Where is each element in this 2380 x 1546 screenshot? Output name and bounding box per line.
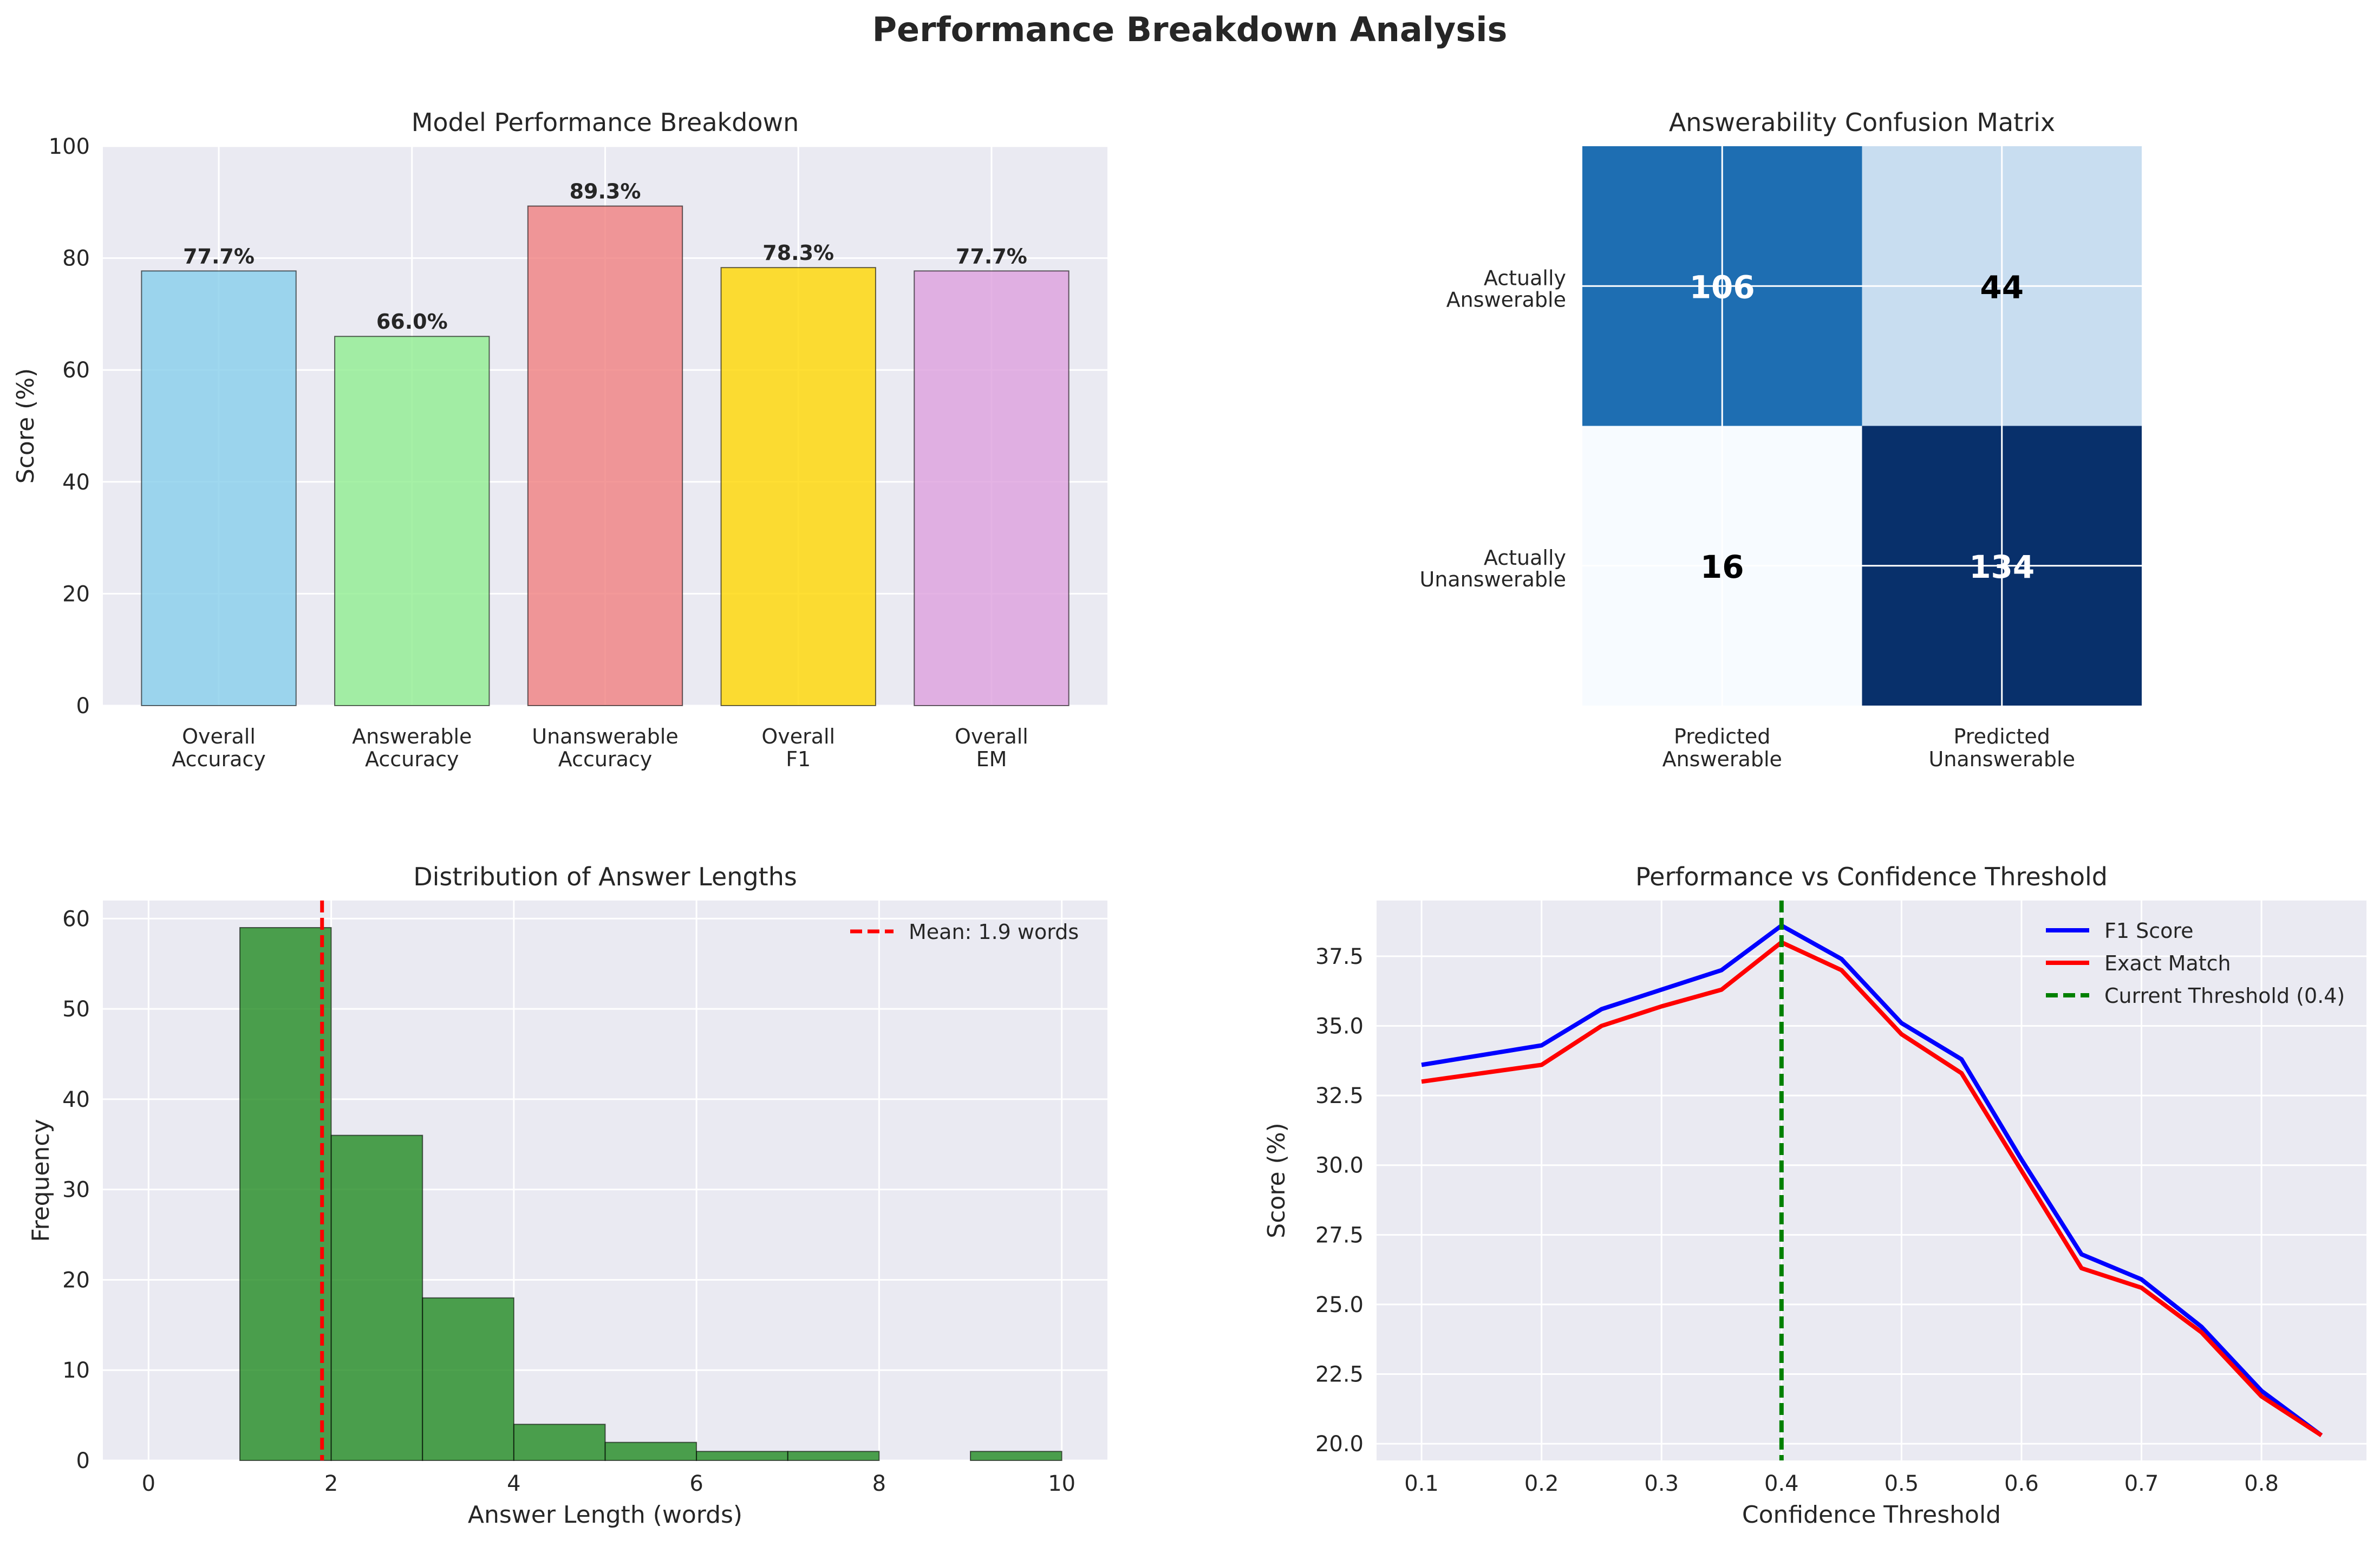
y-tick-label: 37.5 — [1315, 944, 1364, 969]
x-tick-label: Accuracy — [172, 747, 266, 771]
y-tick-label: 27.5 — [1315, 1223, 1364, 1248]
y-tick-label: 40 — [62, 470, 90, 495]
x-tick-label: 6 — [689, 1471, 703, 1496]
panel-title: Distribution of Answer Lengths — [413, 862, 797, 891]
histogram-bar — [239, 927, 332, 1461]
y-axis-label: Score (%) — [1263, 1123, 1290, 1238]
bar-value-label: 89.3% — [570, 180, 641, 204]
series-line — [1421, 940, 2323, 1438]
x-tick-label: Overall — [182, 725, 256, 748]
column-label: Predicted — [1674, 725, 1770, 748]
bar — [334, 336, 490, 706]
bar — [141, 270, 297, 706]
row-label: Unanswerable — [1420, 567, 1567, 591]
row-label: Actually — [1484, 546, 1566, 570]
histogram-bar — [696, 1451, 788, 1461]
cell-value: 106 — [1690, 269, 1755, 305]
x-tick-label: EM — [976, 747, 1007, 771]
bar-value-label: 77.7% — [183, 244, 255, 268]
y-tick-label: 25.0 — [1315, 1293, 1364, 1317]
x-axis-label: Answer Length (words) — [468, 1501, 742, 1529]
y-tick-label: 60 — [62, 358, 90, 383]
y-tick-label: 22.5 — [1315, 1362, 1364, 1387]
x-tick-label: 0 — [142, 1471, 155, 1496]
row-label: Actually — [1484, 266, 1566, 290]
y-tick-label: 60 — [62, 906, 90, 931]
threshold-line-chart: 20.0 22.5 25.0 27.5 30.0 32.5 35.0 37.5 0.1 0.2 0.… — [1263, 862, 2366, 1529]
histogram-bar — [422, 1297, 514, 1461]
y-tick-label: 30.0 — [1315, 1153, 1364, 1178]
answer-length-histogram: 0 10 20 30 40 50 60 0 2 4 6 8 10 Mean: 1.9 words Distr… — [27, 862, 1107, 1529]
bar — [914, 270, 1070, 706]
y-axis-label: Frequency — [27, 1119, 55, 1242]
x-tick-label: Accuracy — [558, 747, 653, 771]
cell-value: 16 — [1700, 549, 1744, 585]
x-tick-label: 2 — [324, 1471, 338, 1496]
x-tick-label: 0.6 — [2004, 1471, 2039, 1496]
x-tick-label: 8 — [872, 1471, 886, 1496]
series-line — [1421, 923, 2323, 1437]
y-tick-label: 100 — [49, 134, 90, 159]
legend-label: Mean: 1.9 words — [909, 920, 1079, 944]
row-label: Answerable — [1446, 288, 1566, 311]
x-tick-label: 0.4 — [1764, 1471, 1799, 1496]
bar-value-label: 77.7% — [956, 244, 1027, 268]
histogram-bar — [787, 1451, 880, 1461]
x-tick-label: 0.2 — [1524, 1471, 1559, 1496]
panel-title: Performance vs Confidence Threshold — [1635, 862, 2108, 891]
y-tick-label: 20.0 — [1315, 1432, 1364, 1457]
y-tick-label: 80 — [62, 246, 90, 271]
legend-label: Exact Match — [2104, 951, 2231, 975]
panel-title: Model Performance Breakdown — [412, 108, 799, 137]
column-label: Predicted — [1954, 725, 2050, 748]
x-tick-label: 10 — [1048, 1471, 1075, 1496]
cell-value: 134 — [1969, 549, 2035, 585]
x-tick-label: Unanswerable — [532, 725, 679, 748]
y-axis-label: Score (%) — [12, 368, 40, 484]
y-tick-label: 30 — [62, 1178, 90, 1203]
y-tick-label: 10 — [62, 1358, 90, 1383]
performance-bar-chart: 02040608010077.7%OverallAccuracy66.0%Ans… — [12, 108, 1107, 771]
x-tick-label: Accuracy — [365, 747, 459, 771]
x-tick-label: Overall — [761, 725, 835, 748]
x-tick-label: 0.1 — [1404, 1471, 1439, 1496]
bar — [720, 267, 876, 706]
y-tick-label: 0 — [76, 1449, 90, 1473]
bar — [527, 205, 683, 706]
legend-label: F1 Score — [2104, 919, 2194, 943]
x-axis-label: Confidence Threshold — [1742, 1501, 2001, 1529]
x-tick-label: F1 — [786, 747, 811, 771]
panel-title: Answerability Confusion Matrix — [1669, 108, 2055, 137]
column-label: Unanswerable — [1929, 747, 2076, 771]
y-tick-label: 0 — [76, 694, 90, 719]
y-tick-label: 32.5 — [1315, 1084, 1364, 1108]
column-label: Answerable — [1662, 747, 1782, 771]
histogram-bar — [604, 1441, 697, 1462]
x-tick-label: Answerable — [352, 725, 472, 748]
x-tick-label: 4 — [507, 1471, 520, 1496]
x-tick-label: 0.3 — [1644, 1471, 1679, 1496]
x-tick-label: 0.7 — [2124, 1471, 2159, 1496]
bar-value-label: 66.0% — [376, 310, 448, 334]
y-tick-label: 20 — [62, 582, 90, 606]
histogram-bar — [330, 1134, 423, 1461]
y-tick-label: 20 — [62, 1268, 90, 1293]
x-tick-label: 0.5 — [1885, 1471, 1919, 1496]
bar-value-label: 78.3% — [762, 241, 834, 265]
y-tick-label: 35.0 — [1315, 1014, 1364, 1039]
x-tick-label: Overall — [955, 725, 1028, 748]
legend-label: Current Threshold (0.4) — [2104, 984, 2345, 1008]
x-tick-label: 0.8 — [2244, 1471, 2279, 1496]
cell-value: 44 — [1980, 269, 2024, 305]
y-tick-label: 50 — [62, 997, 90, 1022]
figure-title: Performance Breakdown Analysis — [872, 10, 1508, 49]
y-tick-label: 40 — [62, 1087, 90, 1112]
histogram-bar — [970, 1451, 1062, 1461]
histogram-bar — [513, 1424, 606, 1461]
